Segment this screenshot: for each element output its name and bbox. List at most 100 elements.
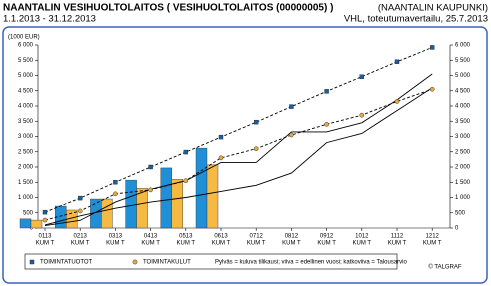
y2-tick-label: 5 000 [455,73,471,79]
y2-tick-label: 5 500 [455,58,471,64]
x-tick-label: 0712 [250,234,264,240]
budget-marker [148,164,153,170]
x-tick-label: 1012 [355,234,369,240]
y2-tick-label: 3 000 [455,134,471,140]
x-tick-suffix: KUM T [388,241,407,247]
budget-marker [289,132,294,138]
x-tick-suffix: KUM T [247,241,266,247]
budget-marker [289,104,294,109]
y2-tick-label: 1 500 [455,180,471,186]
y-tick-label: 3 500 [18,119,34,125]
budget-marker [77,195,83,201]
x-tick-suffix: KUM T [212,241,231,247]
legend-label: TOIMINTATUOTOT [40,260,93,266]
legend [24,253,398,270]
previous-line [44,87,433,226]
x-tick-label: 0313 [109,234,123,240]
budget-marker [183,178,189,184]
y-tick-label: 2 000 [18,165,34,171]
budget-marker [253,119,259,125]
y-tick-label: 5 000 [18,73,34,79]
y2-tick-label: 4 000 [455,104,471,110]
x-tick-suffix: KUM T [423,241,442,247]
report: VHL, toteutumavertailu, 25.7.2013 [344,14,488,25]
bar [30,219,43,229]
budget-marker [113,180,118,185]
budget-line [44,88,433,221]
budget-line [44,47,433,213]
y2-tick-label: 6 000 [455,43,471,49]
y-tick-label: 1 000 [18,195,34,201]
y2-tick-label: 2 500 [455,149,471,155]
x-tick-label: 0613 [214,234,228,240]
organisation: (NAANTALIN KAUPUNKI) [378,3,488,14]
budget-marker [42,209,48,215]
x-tick-suffix: KUM T [353,241,372,247]
budget-marker [218,155,224,161]
x-tick-suffix: KUM T [141,241,160,247]
budget-marker [430,45,435,50]
period: 1.1.2013 - 31.12.2013 [3,14,96,25]
bar [171,178,184,229]
budget-marker [359,112,365,118]
legend-marker [132,259,138,265]
y-axis-label: (1000 EUR) [8,35,40,41]
x-tick-label: 1112 [391,234,404,240]
budget-marker [394,99,400,104]
budget-marker [394,59,400,64]
y-tick-label: 3 000 [18,134,34,140]
x-tick-suffix: KUM T [36,241,55,247]
budget-marker [113,191,118,197]
x-tick-label: 0213 [74,234,88,240]
y-tick-label: 0 [30,226,34,232]
legend-marker [29,259,35,265]
budget-marker [77,208,83,214]
x-tick-suffix: KUM T [71,241,90,247]
x-tick-label: 0113 [39,234,53,240]
budget-marker [148,187,153,193]
bar [195,147,208,229]
x-tick-label: 1212 [426,234,440,240]
y2-tick-label: 4 500 [455,88,471,94]
bar [125,179,137,229]
budget-marker [324,121,329,127]
x-tick-suffix: KUM T [282,241,301,247]
y2-tick-label: 1 000 [455,195,471,201]
y-tick-label: 4 000 [18,104,34,110]
budget-marker [253,146,259,152]
x-tick-label: 0912 [320,234,334,240]
y2-tick-label: 0 [455,226,459,232]
bar [19,218,32,229]
budget-marker [324,89,329,94]
copyright: © TALGRAF [428,264,462,271]
chart-title: NAANTALIN VESIHUOLTOLAITOS ( VESIHUOLTOL… [3,3,333,14]
x-tick-label: 0413 [144,234,158,240]
bar [160,167,173,229]
bar [136,188,148,229]
budget-marker [218,134,224,140]
y2-tick-label: 3 500 [455,119,471,125]
x-tick-label: 0513 [179,234,193,240]
bar [206,164,219,229]
frame [2,26,488,284]
y-tick-label: 5 500 [18,58,34,64]
y2-tick-label: 500 [455,210,466,216]
x-tick-suffix: KUM T [317,241,336,247]
legend-label: TOIMINTAKULUT [143,260,191,266]
y-tick-label: 1 500 [18,180,34,186]
previous-line [44,73,433,227]
y2-tick-label: 2 000 [455,165,471,171]
y-tick-label: 4 500 [18,88,34,94]
y-tick-label: 2 500 [18,149,34,155]
budget-marker [42,217,48,223]
y-tick-label: 6 000 [18,43,34,49]
x-tick-label: 0812 [285,234,299,240]
y-tick-label: 500 [23,210,34,216]
legend-note: Pylväs = kuluva tilikausi; viiva = edell… [215,260,407,266]
x-tick-suffix: KUM T [106,241,125,247]
bar [101,198,113,229]
budget-marker [429,86,435,92]
budget-marker [359,74,364,79]
x-tick-suffix: KUM T [177,241,196,247]
